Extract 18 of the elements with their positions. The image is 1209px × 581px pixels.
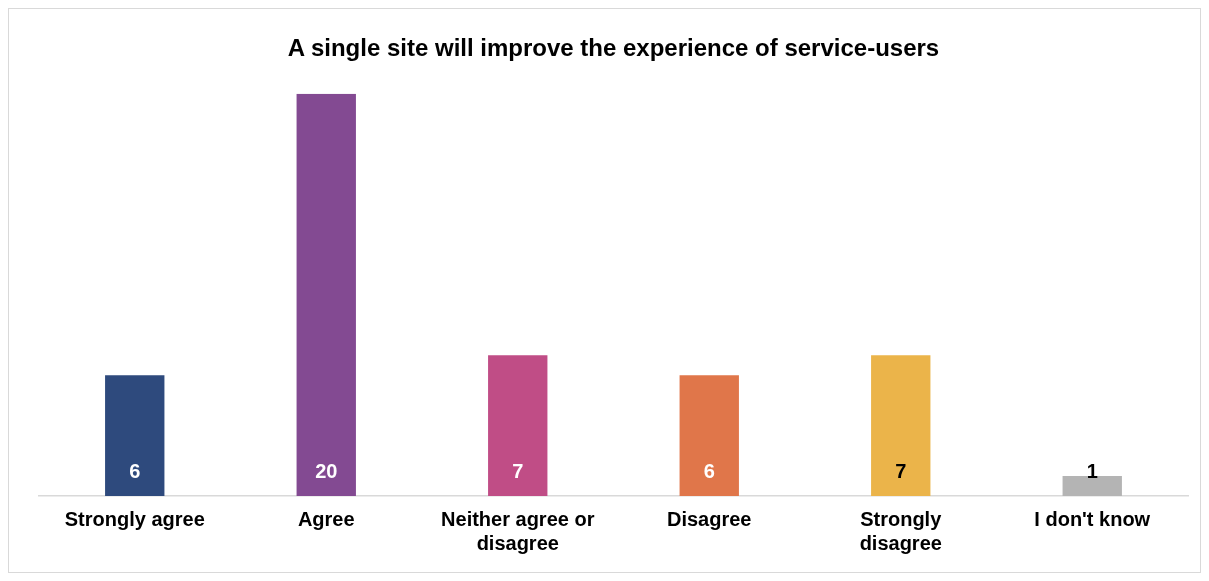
chart-title: A single site will improve the experience of service-users <box>287 34 940 62</box>
data-label: 6 <box>129 459 141 482</box>
x-tick-label: Strongly disagree <box>859 507 943 554</box>
bar <box>871 355 931 496</box>
bar <box>679 375 739 496</box>
x-tick-label: Disagree <box>667 507 752 530</box>
x-tick-label: Strongly agree <box>64 507 205 530</box>
bar <box>105 375 165 496</box>
bar <box>296 93 356 496</box>
x-tick-label: I don't know <box>1034 507 1151 530</box>
x-tick-label: Agree <box>297 507 355 530</box>
data-label: 7 <box>512 459 524 482</box>
x-tick-label: Neither agree or disagree <box>441 507 595 554</box>
data-label: 7 <box>895 459 907 482</box>
bar <box>488 355 548 496</box>
data-label: 20 <box>315 459 338 482</box>
data-label: 6 <box>703 459 715 482</box>
data-label: 1 <box>1086 459 1098 482</box>
